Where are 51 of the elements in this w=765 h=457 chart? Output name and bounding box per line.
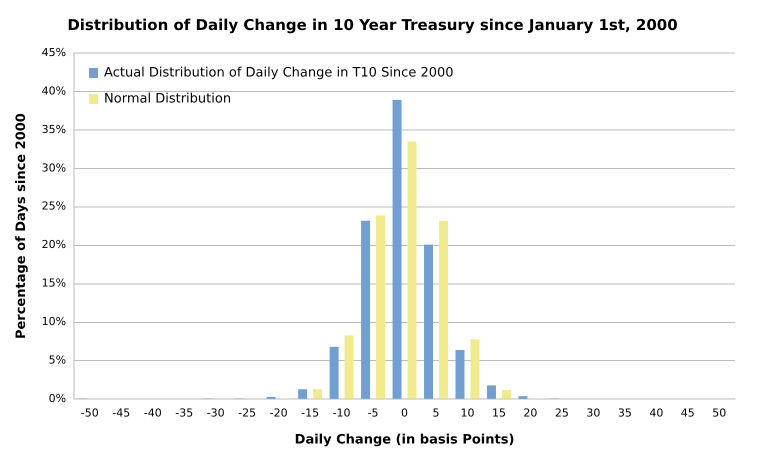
bar (456, 350, 464, 399)
x-tick-label: -45 (112, 406, 130, 420)
bar (298, 389, 308, 399)
x-tick-label: 45 (680, 406, 695, 420)
bar (376, 215, 386, 399)
x-tick-label: 20 (523, 406, 538, 420)
x-tick-label: 30 (586, 406, 600, 420)
bar (502, 390, 511, 399)
y-tick-label: 35% (42, 122, 66, 136)
bar (408, 141, 416, 399)
bar (486, 385, 496, 399)
x-tick-label: 25 (554, 406, 569, 420)
x-tick-label: -40 (144, 406, 162, 420)
y-tick-label: 45% (42, 46, 66, 59)
bar (313, 389, 322, 399)
legend-label: Actual Distribution of Daily Change in T10 Since 2000 (104, 65, 454, 80)
x-tick-label: -5 (368, 406, 379, 420)
x-tick-label: 0 (401, 406, 408, 420)
bar (361, 220, 370, 399)
bar (470, 339, 480, 399)
x-tick-label: -35 (175, 406, 194, 420)
bar (392, 100, 402, 399)
x-tick-label: 15 (492, 406, 506, 420)
y-tick-label: 10% (42, 315, 66, 328)
x-tick-label: -15 (301, 406, 320, 420)
chart-title: Distribution of Daily Change in 10 Year Treasury since January 1st, 2000 (67, 16, 678, 34)
bar (438, 220, 448, 399)
x-tick-label: 5 (432, 406, 440, 420)
y-tick-label: 0% (48, 392, 66, 406)
x-tick-label: -25 (238, 406, 256, 420)
x-tick-label: -20 (270, 406, 288, 420)
x-tick-label: -10 (332, 406, 351, 420)
x-tick-label: 35 (618, 406, 632, 420)
bar (330, 346, 339, 399)
y-tick-label: 30% (42, 161, 66, 174)
bar (518, 396, 528, 399)
y-axis-title: Percentage of Days since 2000 (14, 113, 30, 340)
x-tick-label: -30 (206, 406, 225, 420)
y-tick-label: 5% (48, 354, 66, 367)
legend-label: Normal Distribution (104, 91, 232, 106)
x-axis-title: Daily Change (in basis Points) (294, 432, 514, 448)
y-tick-label: 15% (42, 276, 66, 290)
x-tick-label: 10 (460, 406, 474, 420)
bar (424, 244, 434, 399)
x-tick-label: 40 (649, 406, 664, 420)
y-tick-label: 40% (42, 84, 66, 98)
y-tick-label: 25% (42, 200, 66, 213)
x-tick-label: -50 (80, 406, 99, 420)
y-tick-label: 20% (42, 238, 66, 252)
bar (344, 335, 354, 399)
x-tick-label: 50 (712, 406, 726, 420)
